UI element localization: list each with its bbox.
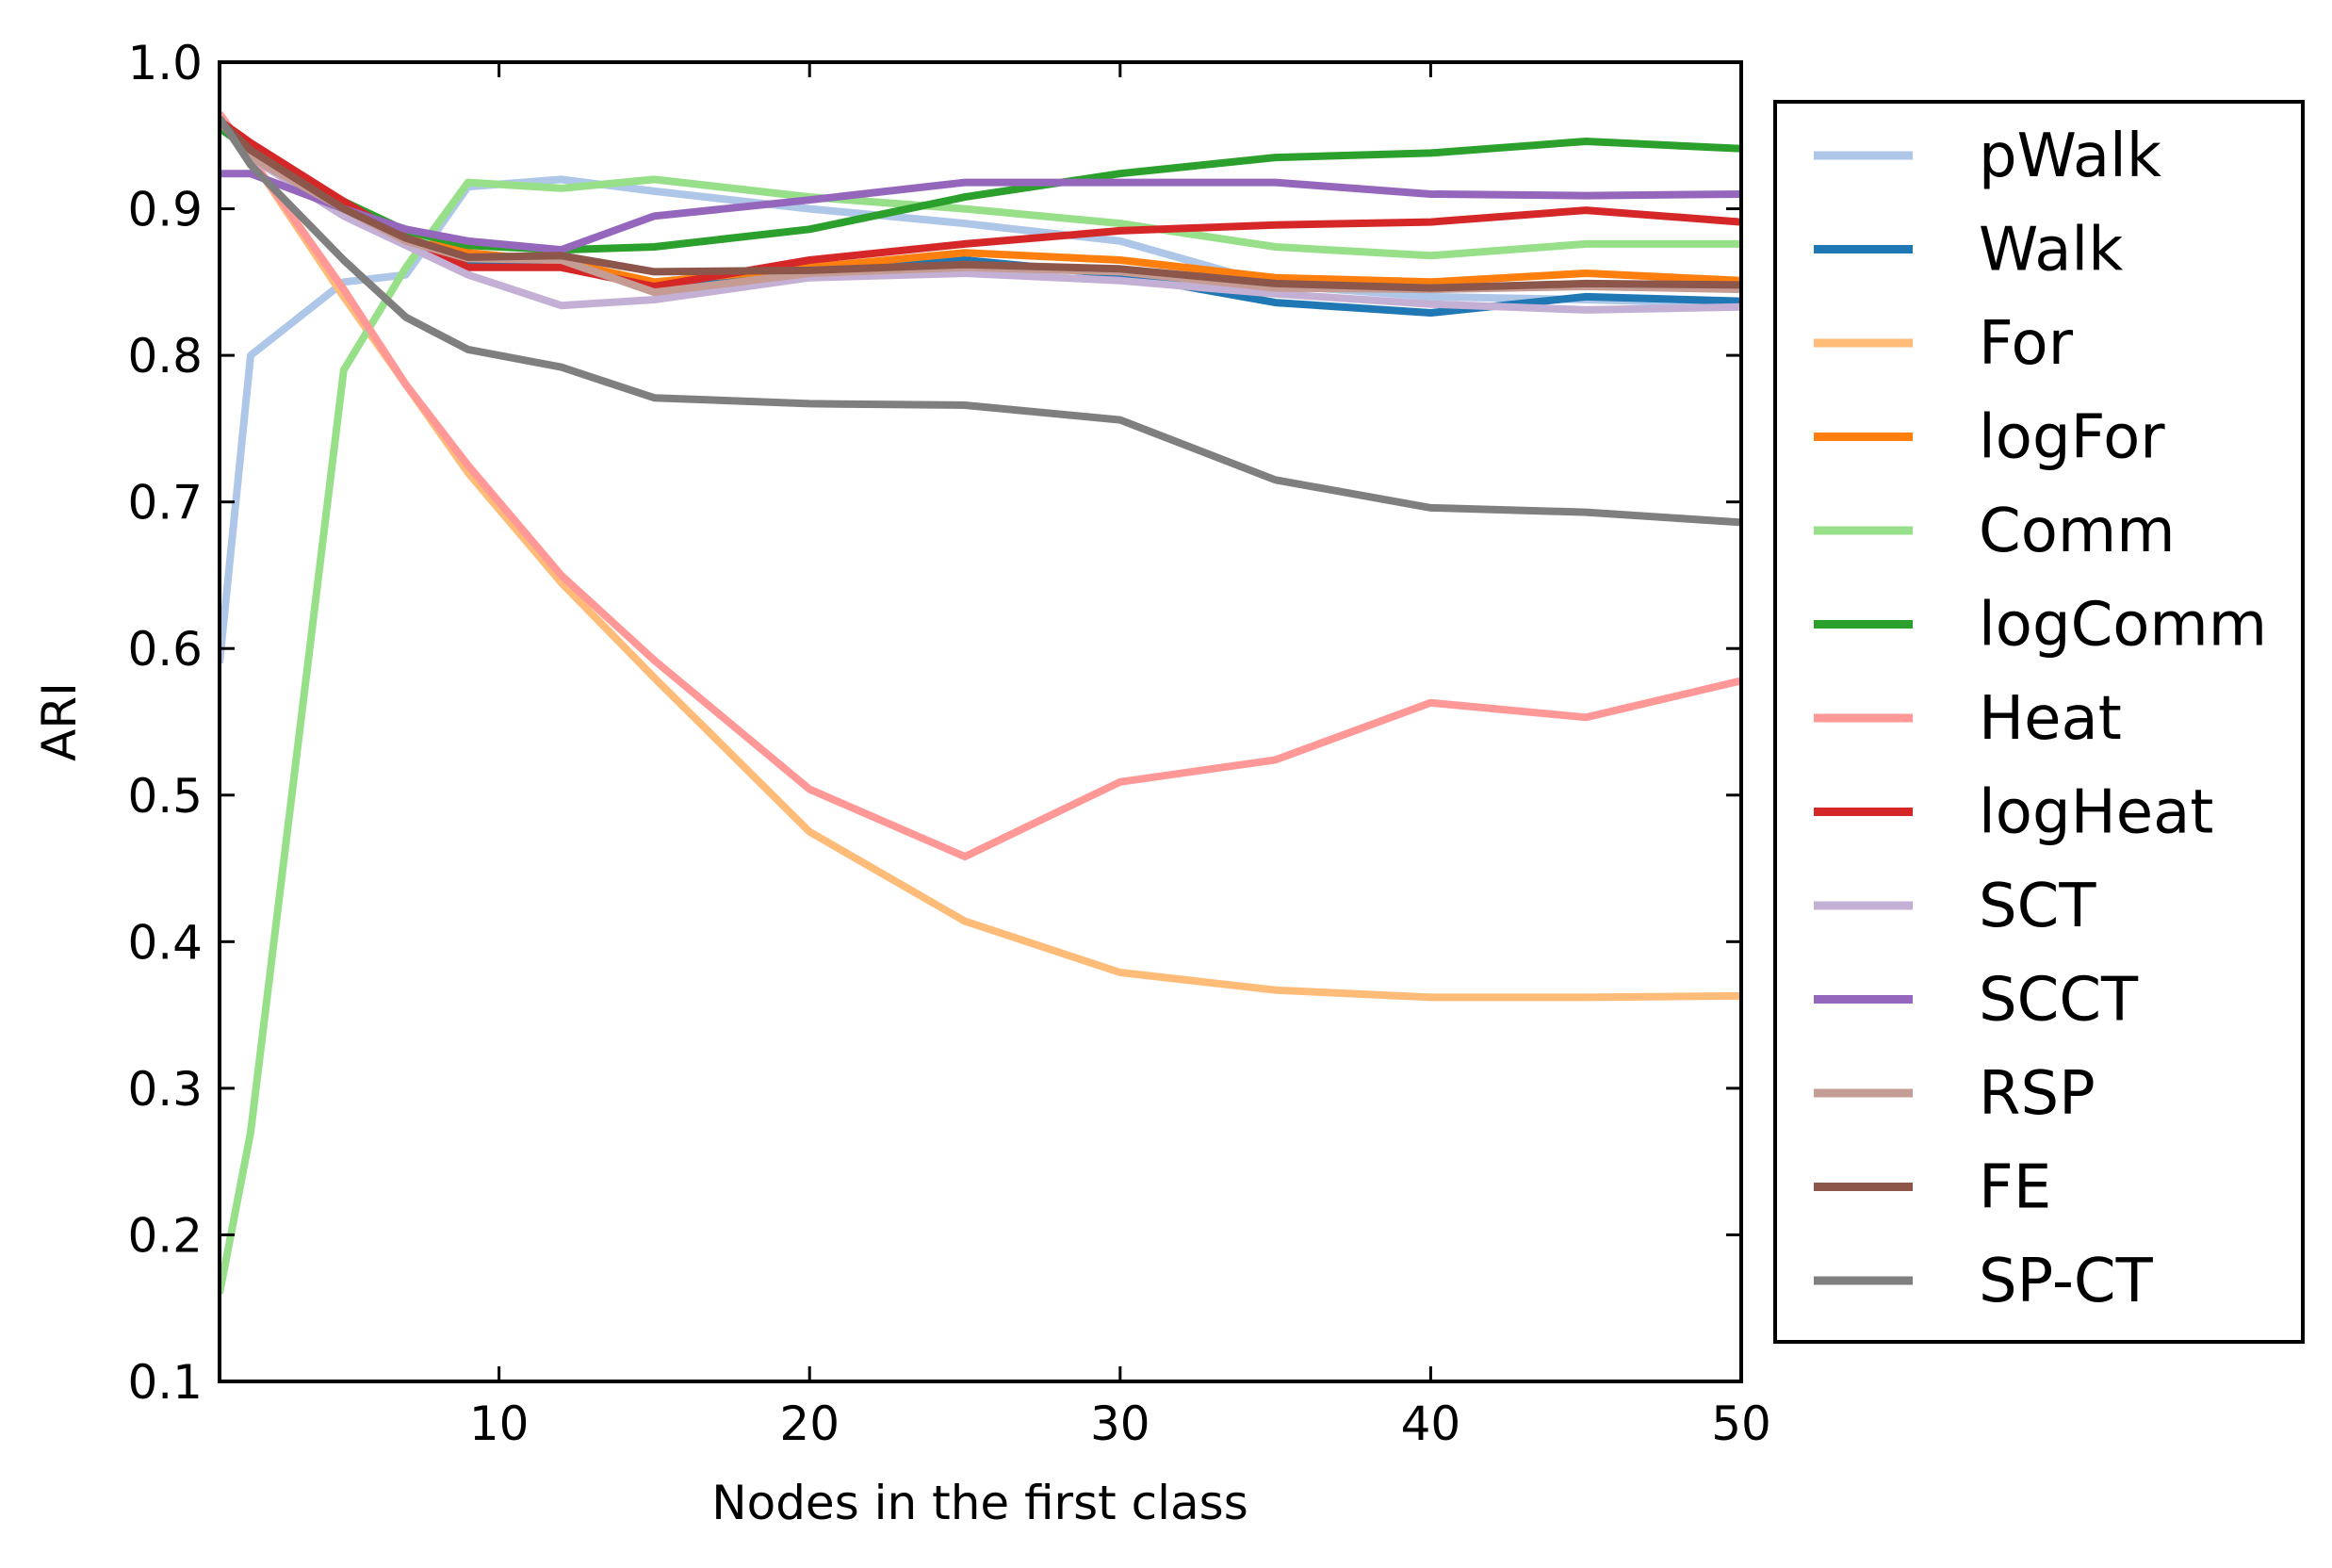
y-tick-label: 0.1 [127,1355,203,1410]
legend-label-heat: Heat [1979,684,2122,754]
y-tick-label: 1.0 [127,36,203,90]
y-tick-label: 0.7 [127,476,203,531]
series-line-comm [220,175,1741,1295]
x-axis-label: Nodes in the first class [711,1476,1248,1530]
legend-label-sct: SCT [1979,872,2096,941]
series-line-pwalk [220,175,1741,664]
series-line-sct [220,118,1741,314]
y-tick-label: 0.2 [127,1208,203,1263]
legend-label-scct: SCCT [1979,966,2139,1036]
legend-label-fe: FE [1979,1153,2051,1223]
legend-label-logcomm: logComm [1979,591,2267,661]
y-axis-label: ARI [32,682,87,761]
y-tick-label: 0.6 [127,622,203,677]
x-tick-label: 40 [1401,1396,1461,1451]
plot-series-group [220,111,1741,1295]
y-tick-label: 0.8 [127,329,203,384]
axis-ticks-group: 10 20 30 40 50 0.1 0.2 0.3 0.4 0.5 0.6 0.7 0.8 0.9 1.0 [127,36,1770,1451]
legend-label-comm: Comm [1979,497,2176,566]
x-tick-label: 50 [1711,1396,1771,1451]
y-tick-label: 0.5 [127,769,203,824]
plot-frame [218,60,1743,1383]
y-tick-label: 0.9 [127,183,203,237]
y-tick-label: 0.3 [127,1062,203,1117]
series-line-logcomm [220,124,1741,254]
legend-label-pwalk: pWalk [1979,122,2161,191]
legend-label-logheat: logHeat [1979,778,2213,848]
y-tick-label: 0.4 [127,915,203,970]
x-tick-label: 20 [779,1396,840,1451]
legend-label-walk: Walk [1979,216,2123,286]
x-tick-label: 10 [469,1396,530,1451]
legend-label-rsp: RSP [1979,1059,2096,1129]
series-line-sp-ct [220,115,1741,527]
series-line-heat [220,111,1741,861]
x-tick-label: 30 [1090,1396,1150,1451]
legend-label-for: For [1979,309,2074,379]
legend-label-sp-ct: SP-CT [1979,1247,2154,1316]
legend: pWalk Walk For logFor Comm logComm Heat logHeat… [1773,100,2305,1344]
legend-label-logfor: logFor [1979,403,2165,473]
series-line-fe [220,118,1741,292]
legend-entries: pWalk Walk For logFor Comm logComm Heat logHeat… [1814,122,2267,1316]
